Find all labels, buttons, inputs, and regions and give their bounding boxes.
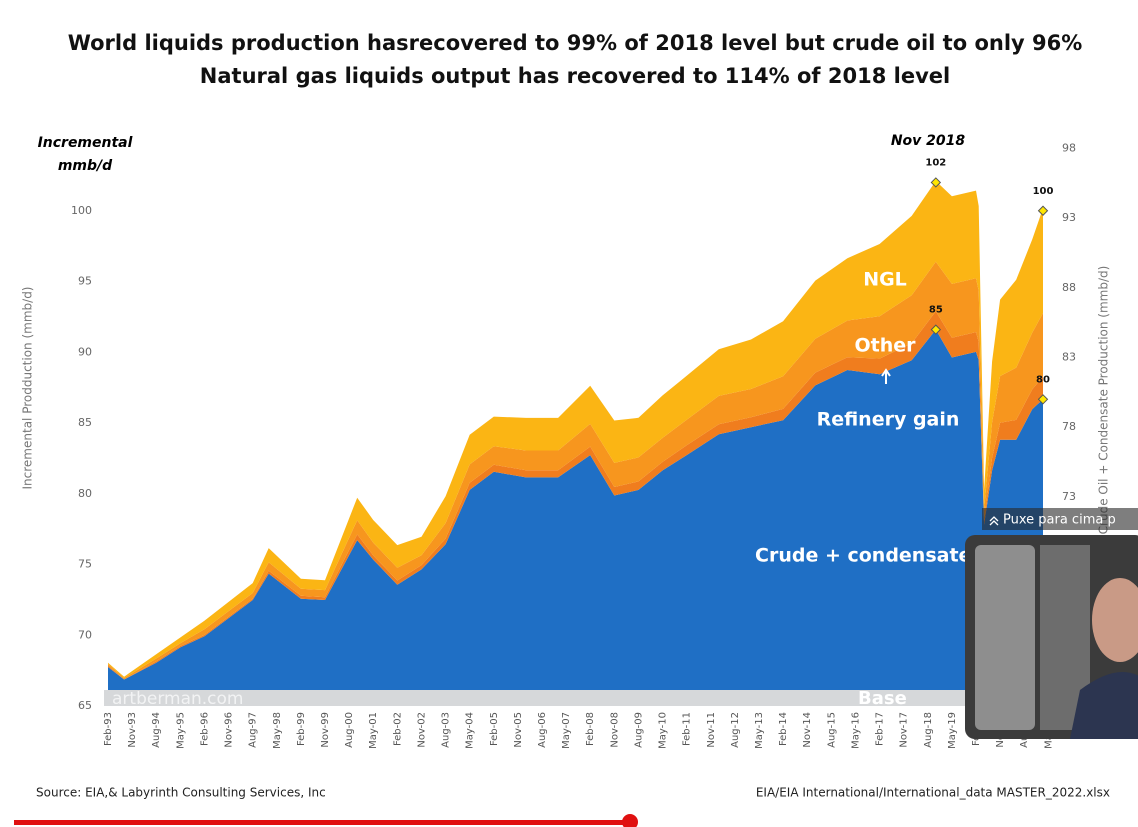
highlight-label: 102: [925, 157, 946, 168]
x-tick-label: May-13: [754, 712, 765, 749]
area: [108, 181, 1043, 679]
y-unit-label: mmb/d: [58, 158, 113, 174]
y-tick-label: 85: [78, 416, 92, 429]
y-tick-label: 70: [78, 628, 92, 641]
area: [108, 311, 1043, 680]
x-tick-label: Nov-93: [127, 712, 138, 748]
x-tick-label: Nov-17: [899, 712, 910, 748]
highlight-marker: [1037, 205, 1049, 216]
y-tick-label: 100: [71, 204, 92, 217]
x-tick-label: Nov-96: [224, 712, 235, 748]
x-tick-label: Nov-08: [609, 712, 620, 748]
x-tick-label: Nov-99: [320, 712, 331, 748]
x-tick-label: Feb-93: [103, 712, 114, 746]
x-tick-label: Feb-14: [778, 712, 789, 746]
y-unit-label: Incremental: [38, 135, 133, 151]
x-tick-label: May-16: [850, 712, 861, 749]
x-tick-label: Aug-94: [151, 712, 162, 748]
highlight-label: 85: [929, 305, 943, 316]
cam-shirt: [1070, 672, 1138, 739]
source: Source: EIA,& Labyrinth Consulting Servi…: [36, 786, 326, 800]
x-tick-label: May-10: [658, 712, 669, 749]
highlight-marker: [930, 177, 942, 188]
x-tick-label: Feb-96: [199, 712, 210, 746]
series-label: Refinery gain: [817, 409, 960, 431]
y-tick-label: 95: [78, 275, 92, 288]
x-tick-label: Aug-15: [826, 712, 837, 748]
x-tick-label: May-01: [368, 712, 379, 749]
y2-tick-label: 83: [1062, 350, 1076, 363]
x-tick-label: May-04: [465, 712, 476, 749]
x-tick-label: Aug-18: [923, 712, 934, 748]
arrow: [881, 368, 891, 384]
watermark: artberman.com: [112, 689, 243, 709]
x-tick-label: Feb-05: [489, 712, 500, 746]
highlight-label: 80: [1036, 374, 1050, 385]
x-tick-label: May-07: [561, 712, 572, 749]
base-band: [104, 690, 1047, 706]
y-tick-label: 80: [78, 487, 92, 500]
annotation: Nov 2018: [891, 133, 966, 149]
y2-tick-label: 93: [1062, 211, 1076, 224]
y-tick-label: 75: [78, 558, 92, 571]
progress-handle: [622, 814, 638, 827]
x-tick-label: Feb-08: [585, 712, 596, 746]
y-axis-title: Incremental Prodduction (mmb/d): [21, 287, 35, 490]
x-tick-label: Aug-03: [441, 712, 452, 748]
plot-area: artberman.com Base: [104, 181, 1047, 709]
hint-text: Puxe para cima p: [1003, 513, 1116, 528]
x-tick-label: Aug-09: [633, 712, 644, 748]
x-tick-label: Nov-05: [513, 712, 524, 748]
highlight-marker: [930, 324, 942, 335]
area: [108, 329, 1043, 706]
x-tick-label: May-98: [272, 712, 283, 749]
cam-head: [1092, 578, 1138, 662]
highlight-label: 100: [1033, 186, 1054, 197]
progress-bar: [14, 820, 630, 825]
y2-axis-title: Crude Oil + Condensate Production (mmb/d…: [1097, 266, 1111, 535]
cam-wall: [975, 545, 1035, 730]
y2-tick-label: 98: [1062, 141, 1076, 154]
x-tick-label: Nov-14: [802, 712, 813, 748]
y-tick-label: 90: [78, 345, 92, 358]
x-tick-label: Feb-11: [682, 712, 693, 746]
x-tick-label: May-95: [175, 712, 186, 749]
y2-tick-label: 88: [1062, 281, 1076, 294]
chart-title: World liquids production hasrecovered to…: [68, 31, 1083, 55]
series-label: Crude + condensate: [755, 545, 971, 567]
y-tick-label: 65: [78, 699, 92, 712]
x-tick-label: Aug-97: [248, 712, 259, 748]
x-tick-label: Nov-11: [706, 712, 717, 748]
hint-bg: [982, 508, 1138, 530]
file-note: EIA/EIA International/International_data…: [756, 786, 1110, 800]
x-tick-label: May-19: [947, 712, 958, 749]
x-tick-label: Aug-12: [730, 712, 741, 748]
x-tick-label: Feb-99: [296, 712, 307, 746]
y2-tick-label: 78: [1062, 420, 1076, 433]
highlight-marker: [1037, 394, 1049, 405]
hint-icon: [989, 516, 999, 526]
base-label: Base: [858, 688, 907, 709]
x-tick-label: Nov-02: [416, 712, 427, 748]
y2-tick-label: 73: [1062, 490, 1076, 503]
player-hint: Puxe para cima p: [982, 508, 1138, 530]
x-tick-label: Feb-17: [875, 712, 886, 746]
video-overlay: [965, 535, 1138, 739]
chart-subtitle: Natural gas liquids output has recovered…: [200, 64, 950, 88]
series-label: NGL: [863, 269, 907, 291]
x-tick-label: Aug-00: [344, 712, 355, 748]
x-tick-label: Feb-02: [392, 712, 403, 746]
x-tick-label: Aug-06: [537, 712, 548, 748]
area: [108, 261, 1043, 680]
series-label: Other: [854, 335, 916, 357]
